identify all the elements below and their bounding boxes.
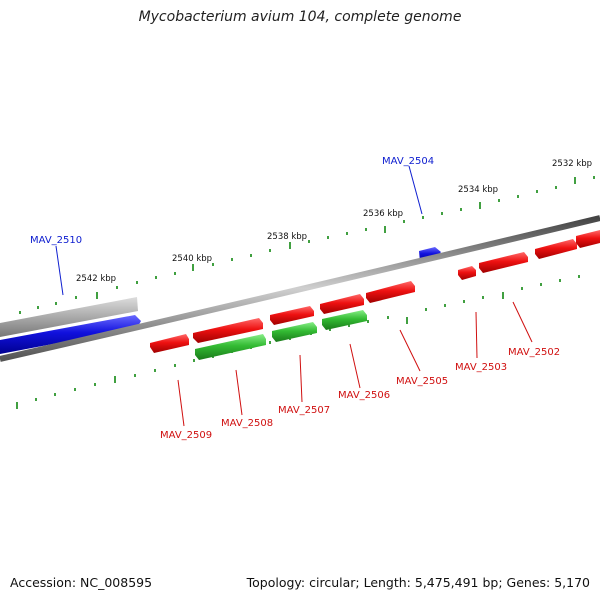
- scale-label-2536: 2536 kbp: [363, 209, 403, 219]
- accession-text: Accession: NC_008595: [10, 575, 153, 590]
- gene-MAV_2502-next[interactable]: [535, 239, 577, 259]
- gene-label-MAV_2502: MAV_2502: [508, 347, 560, 358]
- inner-tick-ring: [16, 275, 580, 409]
- genome-summary-text: Topology: circular; Length: 5,475,491 bp…: [246, 575, 590, 590]
- outer-tick-ring: [19, 176, 595, 314]
- gene-label-MAV_2510: MAV_2510: [30, 235, 82, 246]
- scale-label-2538: 2538 kbp: [267, 232, 307, 242]
- gene-MAV_2506[interactable]: [322, 310, 367, 330]
- gene-MAV_2507-upper[interactable]: [270, 306, 314, 325]
- gene-MAV_2507[interactable]: [272, 322, 317, 342]
- gene-MAV_2508-upper[interactable]: [193, 318, 263, 343]
- scale-label-2540: 2540 kbp: [172, 254, 212, 264]
- genome-backbone: [0, 215, 600, 362]
- gene-label-MAV_2508: MAV_2508: [221, 418, 273, 429]
- gene-MAV_2503[interactable]: [458, 266, 476, 280]
- gene-label-MAV_2506: MAV_2506: [338, 390, 390, 401]
- gene-MAV_2505[interactable]: [366, 281, 415, 303]
- gene-MAV_2510[interactable]: [0, 315, 141, 354]
- gene-MAV_2506-upper[interactable]: [320, 294, 364, 314]
- scale-label-2542: 2542 kbp: [76, 274, 116, 284]
- scale-label-2532: 2532 kbp: [552, 159, 592, 169]
- gene-MAV_2508[interactable]: [195, 334, 266, 360]
- gene-labels: MAV_2510 MAV_2504 MAV_2509 MAV_2508 MAV_…: [30, 156, 560, 441]
- gene-MAV_2502[interactable]: [479, 252, 528, 273]
- label-leaders: [55, 165, 533, 427]
- gene-MAV_2510-pseudo[interactable]: [0, 297, 138, 337]
- gene-label-MAV_2503: MAV_2503: [455, 362, 507, 373]
- gene-label-MAV_2507: MAV_2507: [278, 405, 330, 416]
- gene-label-MAV_2505: MAV_2505: [396, 376, 448, 387]
- scale-labels: 2532 kbp 2534 kbp 2536 kbp 2538 kbp 2540…: [76, 159, 592, 284]
- scale-label-2534: 2534 kbp: [458, 185, 498, 195]
- gene-offscreen-right[interactable]: [576, 230, 600, 248]
- gene-MAV_2509[interactable]: [150, 334, 189, 353]
- gene-label-MAV_2509: MAV_2509: [160, 430, 212, 441]
- map-title: Mycobacterium avium 104, complete genome: [138, 9, 462, 25]
- gene-label-MAV_2504: MAV_2504: [382, 156, 434, 167]
